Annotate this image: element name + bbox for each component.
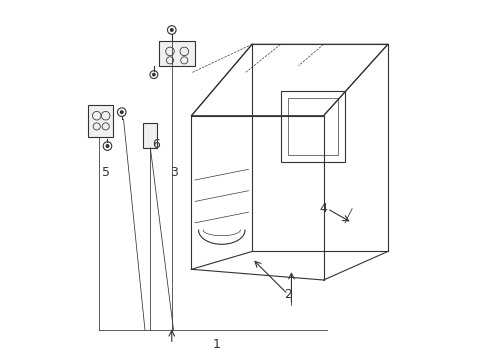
Polygon shape [192, 44, 388, 116]
Text: 4: 4 [319, 202, 327, 215]
Circle shape [106, 145, 109, 147]
Circle shape [153, 73, 155, 76]
Text: 5: 5 [102, 166, 110, 179]
Text: 2: 2 [284, 288, 292, 301]
Text: 1: 1 [213, 338, 220, 351]
Bar [88, 105, 113, 137]
Bar [288, 98, 338, 155]
Bar [143, 123, 157, 148]
Circle shape [171, 29, 173, 31]
Circle shape [121, 111, 123, 113]
Bar [159, 41, 195, 66]
Text: 3: 3 [170, 166, 177, 179]
Bar [281, 91, 345, 162]
Text: 6: 6 [152, 138, 160, 151]
